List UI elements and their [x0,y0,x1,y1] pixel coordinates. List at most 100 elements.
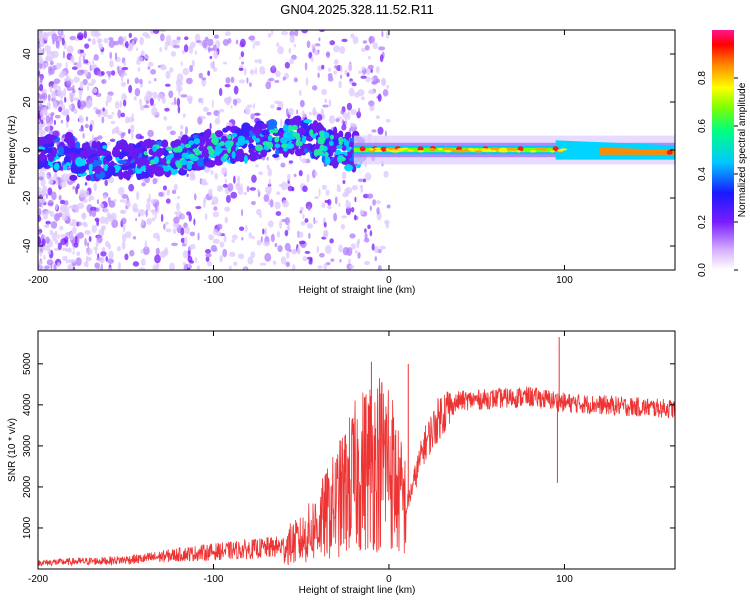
spectral-noise-blob [213,50,219,59]
spectral-noise-blob [77,202,85,209]
spectral-noise-blob [251,174,257,183]
spectral-noise-blob [280,181,288,191]
spectral-noise-blob [364,228,367,233]
spectral-noise-blob [124,40,129,49]
spectral-noise-blob [314,220,318,224]
spectral-noise-blob [241,61,245,65]
spectral-noise-blob [325,189,330,196]
spectral-band-blob [64,131,74,141]
spectral-noise-blob [47,247,51,256]
spectral-noise-blob [96,219,100,227]
spectral-noise-blob [385,221,390,229]
spectral-noise-blob [107,114,113,119]
spectral-noise-blob [46,174,50,180]
spectral-noise-blob [64,96,67,103]
spectral-noise-blob [301,157,307,164]
spectral-noise-blob [121,217,127,225]
spectral-band-blob [220,135,228,143]
spectral-noise-blob [60,238,67,246]
spectral-yellow-spot [387,147,396,151]
spectral-noise-blob [75,257,82,266]
spectral-noise-blob [375,66,380,74]
spectral-yellow-spot [535,147,544,151]
spectral-noise-blob [165,198,171,204]
spectral-band-blob [243,154,248,164]
y-tick-label: 4000 [22,393,33,416]
spectral-band-blob [145,165,152,171]
spectral-noise-blob [235,39,239,45]
spectral-noise-blob [135,217,138,222]
x-tick-label: 100 [556,574,573,585]
spectral-noise-blob [49,85,53,93]
spectral-noise-blob [335,118,340,122]
spectral-band-blob [117,159,127,165]
spectral-band-blob [324,156,331,165]
spectral-noise-blob [45,220,51,225]
spectral-yellow-spot [516,150,521,153]
spectral-peak-blob [251,135,257,141]
spectral-noise-blob [54,230,58,237]
spectral-noise-blob [42,245,50,251]
spectral-noise-blob [120,112,126,118]
spectral-peak-blob [163,166,170,172]
spectral-noise-blob [58,194,62,201]
spectral-noise-blob [354,250,358,254]
spectral-noise-blob [40,116,46,121]
spectral-band-blob [38,146,46,151]
spectral-noise-blob [376,207,380,215]
spectral-noise-blob [338,80,342,89]
spectral-noise-blob [146,202,151,212]
spectral-band-blob [85,147,93,157]
spectral-noise-blob [324,98,328,104]
spectral-band-blob [331,132,340,139]
spectral-noise-blob [189,231,196,237]
spectral-noise-blob [159,250,167,258]
spectral-noise-blob [347,63,353,72]
spectral-yellow-spot [388,149,398,153]
spectral-noise-blob [47,31,51,37]
spectral-noise-blob [120,81,127,87]
spectral-noise-blob [259,262,267,266]
spectral-noise-blob [99,256,105,264]
spectral-noise-blob [93,106,99,111]
spectral-noise-blob [114,101,120,109]
y-tick-label: -40 [22,238,33,253]
spectral-noise-blob [319,252,325,258]
spectral-noise-blob [45,115,50,124]
spectral-noise-blob [333,59,339,65]
spectral-noise-blob [209,55,213,60]
spectral-peak-blob [338,156,346,162]
spectral-band-blob [95,149,105,156]
spectral-peak-blob [186,161,192,170]
spectral-peak-blob [223,153,229,159]
spectral-noise-blob [157,94,161,102]
spectral-noise-blob [116,246,121,252]
spectral-noise-blob [222,183,228,188]
spectral-noise-blob [240,51,245,58]
spectral-noise-blob [139,36,144,46]
spectral-noise-blob [128,183,135,192]
spectral-noise-blob [159,30,167,33]
spectral-noise-blob [142,246,150,255]
spectral-noise-blob [164,83,171,87]
spectral-noise-blob [171,242,178,247]
spectral-noise-blob [205,253,212,258]
spectral-noise-blob [322,104,329,108]
spectral-noise-blob [59,204,67,213]
spectral-noise-blob [138,209,146,217]
spectral-noise-blob [302,185,308,193]
spectral-noise-blob [267,33,272,38]
spectral-noise-blob [291,249,297,255]
spectral-noise-blob [284,229,289,237]
spectral-noise-blob [360,186,364,193]
spectral-noise-blob [308,111,312,116]
spectral-noise-blob [100,71,105,76]
spectral-noise-blob [297,249,301,254]
spectral-noise-blob [239,56,242,60]
spectral-noise-blob [250,251,256,259]
spectral-noise-blob [164,45,168,51]
spectral-noise-blob [168,90,174,99]
spectral-peak-blob [286,133,293,141]
spectral-peak-blob [274,136,280,143]
spectral-noise-blob [113,199,117,203]
